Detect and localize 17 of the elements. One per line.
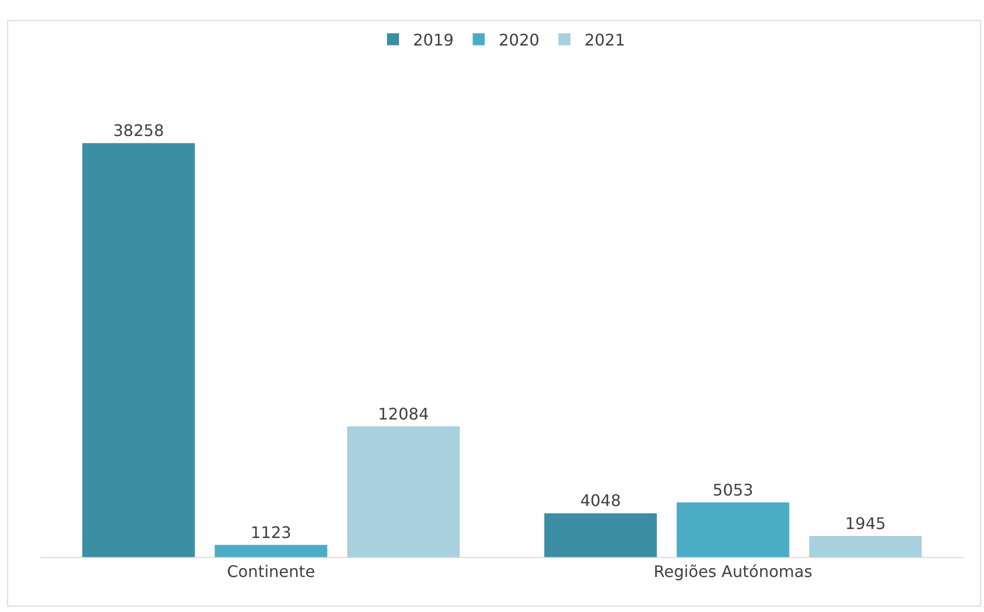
bar bbox=[544, 513, 657, 557]
legend-label: 2021 bbox=[584, 30, 626, 50]
data-label: 4048 bbox=[580, 491, 621, 510]
bar bbox=[214, 544, 328, 557]
legend-label: 2019 bbox=[413, 30, 454, 50]
data-label: 1945 bbox=[845, 514, 886, 533]
legend-label: 2020 bbox=[498, 30, 540, 50]
bar bbox=[347, 426, 460, 557]
data-label: 1123 bbox=[250, 522, 292, 542]
data-label: 5053 bbox=[712, 480, 754, 500]
x-tick-label: Regiões Autónomas bbox=[654, 562, 812, 582]
bar bbox=[82, 143, 195, 557]
data-label: 12084 bbox=[378, 404, 429, 424]
x-tick-label: Continente bbox=[226, 562, 316, 582]
bar bbox=[809, 536, 922, 557]
bar bbox=[676, 502, 790, 557]
data-label: 38258 bbox=[113, 121, 164, 140]
